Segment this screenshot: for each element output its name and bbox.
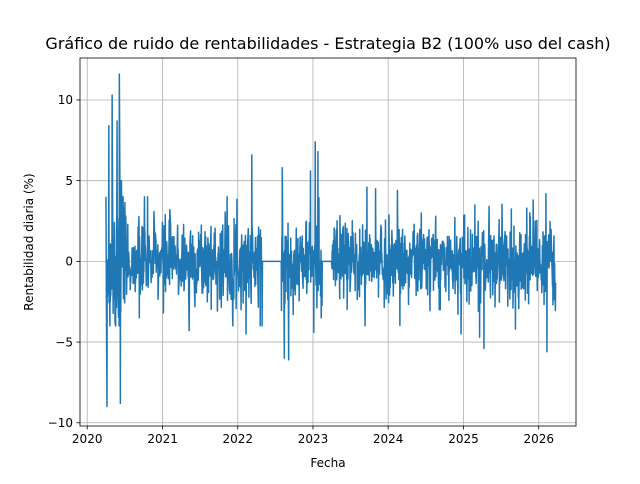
y-tick-label: −5 (55, 335, 73, 349)
x-axis-label: Fecha (310, 456, 345, 470)
series-line (105, 73, 557, 408)
x-tick-label: 2022 (223, 432, 254, 446)
y-tick-label: 10 (58, 93, 73, 107)
x-tick-label: 2023 (298, 432, 329, 446)
grid (80, 58, 576, 426)
y-tick-label: −10 (48, 416, 73, 430)
chart-title: Gráfico de ruido de rentabilidades - Est… (45, 34, 610, 53)
x-tick-label: 2020 (72, 432, 103, 446)
series-group (105, 73, 557, 408)
y-tick-label: 0 (65, 255, 73, 269)
x-axis: 2020 2021 2022 2023 2024 2025 2026 (72, 426, 554, 446)
y-axis-label: Rentabilidad diaria (%) (22, 173, 36, 310)
x-tick-label: 2021 (147, 432, 178, 446)
x-tick-label: 2024 (373, 432, 404, 446)
x-tick-label: 2026 (523, 432, 554, 446)
y-tick-label: 5 (65, 174, 73, 188)
x-tick-label: 2025 (448, 432, 479, 446)
y-axis: −10 −5 0 5 10 (48, 93, 80, 430)
axes-frame (79, 57, 577, 427)
